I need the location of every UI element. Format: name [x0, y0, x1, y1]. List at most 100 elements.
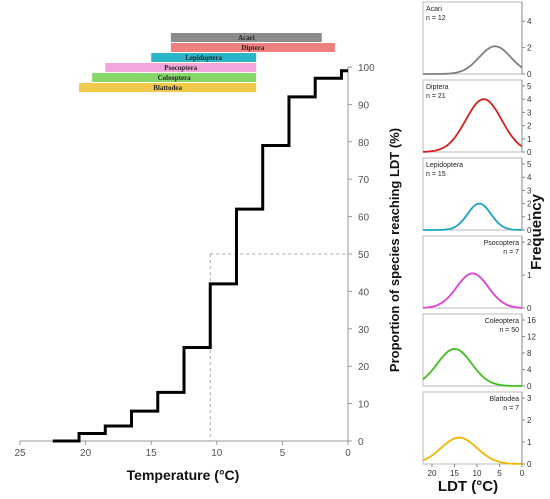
panel-acari: 0 2 4 Acari n = 12 [422, 1, 532, 79]
fitted-curve [422, 272, 523, 309]
panel-y-tick-label: 5 [527, 82, 532, 91]
y-tick-label: 50 [358, 250, 370, 261]
range-bar-lepidoptera [151, 53, 257, 62]
panel-n-label: n = 12 [426, 15, 446, 22]
range-bar-coleoptera [92, 73, 257, 82]
y-tick-label: 70 [358, 175, 370, 186]
order-range-bars: Acari Diptera Lepidoptera Psocoptera Coleopt… [79, 33, 335, 92]
y-axis-title: Proportion of species reaching LDT (%) [387, 128, 402, 372]
panel-x-tick-label: 10 [473, 469, 482, 478]
step-series [52, 69, 348, 443]
fitted-curve [423, 98, 523, 153]
panel-y-tick-label: 1 [527, 135, 532, 144]
panel-frame [422, 1, 523, 75]
panel-y-tick-label: 0 [527, 70, 532, 79]
panel-y-tick-label: 0 [527, 460, 532, 469]
panel-name: Lepidoptera [426, 162, 463, 169]
y-tick-label: 10 [358, 400, 370, 411]
panel-y-tick-label: 12 [527, 333, 536, 342]
step-line [52, 69, 348, 443]
panel-y-tick-label: 4 [527, 17, 532, 26]
panel-name: Psocoptera [484, 240, 520, 247]
panel-y-tick-label: 0 [527, 226, 532, 235]
panel-x-tick-label: 20 [428, 469, 437, 478]
x-tick-label: 20 [80, 448, 92, 459]
x-axis-title: Temperature (°C) [127, 467, 240, 483]
panel-y-tick-label: 2 [527, 416, 532, 425]
y-tick-label: 60 [358, 213, 370, 224]
panel-y-tick-label: 3 [527, 186, 532, 195]
panel-y-tick-label: 3 [527, 394, 532, 403]
y-tick-label: 20 [358, 362, 370, 373]
panel-n-label: n = 7 [503, 405, 519, 412]
panel-y-tick-label: 0 [527, 382, 532, 391]
panel-y-tick-label: 5 [527, 160, 532, 169]
panel-y-tick-label: 4 [527, 173, 532, 182]
range-bar-acari [170, 33, 322, 42]
panel-name: Blattodea [489, 396, 519, 403]
range-bar-label: Diptera [241, 44, 264, 52]
panel-y-tick-label: 3 [527, 108, 532, 117]
panel-n-label: n = 21 [426, 93, 446, 100]
panel-name: Diptera [426, 84, 449, 91]
panel-frame [422, 235, 523, 309]
range-bar-label: Lepidoptera [185, 54, 222, 62]
panel-y-tick-label: 2 [527, 238, 532, 247]
range-bar-label: Psocoptera [164, 64, 198, 72]
panel-y-tick-label: 8 [527, 349, 532, 358]
x-tick-label: 25 [14, 448, 26, 459]
panel-n-label: n = 15 [426, 171, 446, 178]
fitted-curve [422, 436, 522, 465]
y-tick-label: 30 [358, 325, 370, 336]
panel-y-tick-label: 1 [527, 438, 532, 447]
reference-lines [209, 253, 348, 441]
panel-y-tick-label: 0 [527, 304, 532, 313]
panel-blattodea: 0 1 2 3 Blattodea n = 7 [422, 391, 532, 469]
panel-x-tick-label: 0 [520, 469, 525, 478]
panel-frame [422, 79, 523, 153]
panel-y-tick-label: 4 [527, 366, 532, 375]
panels-y-axis-title: Frequency [528, 193, 545, 270]
panel-y-tick-label: 0 [527, 148, 532, 157]
range-bar-label: Blattodea [153, 84, 182, 92]
panel-psocoptera: 0 1 2 Psocoptera n = 7 [422, 235, 532, 313]
y-tick-label: 40 [358, 287, 370, 298]
fitted-curve [423, 202, 523, 231]
panel-y-tick-label: 2 [527, 122, 532, 131]
range-bar-label: Acari [238, 34, 255, 42]
panel-y-tick-label: 2 [527, 200, 532, 209]
panel-frame [422, 157, 523, 231]
panel-name: Acari [426, 6, 442, 13]
panel-n-label: n = 7 [503, 249, 519, 256]
panel-y-tick-label: 16 [527, 316, 536, 325]
panel-frame [422, 391, 523, 465]
panel-n-label: n = 50 [499, 327, 519, 334]
panel-name: Coleoptera [485, 318, 519, 325]
x-tick-label: 10 [211, 448, 223, 459]
panel-y-tick-label: 1 [527, 271, 532, 280]
range-bar-blattodea [79, 83, 257, 92]
panels-x-axis-title: LDT (°C) [438, 478, 498, 495]
panel-lepidoptera: 0 1 2 3 4 5 Lepidoptera n = 15 [422, 157, 532, 235]
x-tick-label: 0 [345, 448, 351, 459]
x-tick-label: 5 [280, 448, 286, 459]
cumulative-step-chart: Acari Diptera Lepidoptera Psocoptera Coleopt… [14, 33, 402, 483]
panel-x-tick-label: 5 [497, 469, 502, 478]
fitted-curve [422, 347, 522, 387]
panel-x-tick-label: 15 [450, 469, 459, 478]
range-bar-psocoptera [105, 63, 257, 72]
panel-y-tick-label: 2 [527, 44, 532, 53]
panel-diptera: 0 1 2 3 4 5 Diptera n = 21 [422, 79, 532, 157]
panel-y-tick-label: 4 [527, 95, 532, 104]
panel-y-tick-label: 1 [527, 213, 532, 222]
y-tick-label: 100 [358, 63, 375, 74]
y-tick-label: 90 [358, 100, 370, 111]
y-tick-label: 80 [358, 138, 370, 149]
panel-coleoptera: 0 4 8 12 16 Coleoptera n = 50 [422, 313, 536, 391]
range-bar-label: Coleoptera [158, 74, 192, 82]
fitted-curve [423, 45, 523, 75]
y-tick-label: 0 [358, 437, 364, 448]
